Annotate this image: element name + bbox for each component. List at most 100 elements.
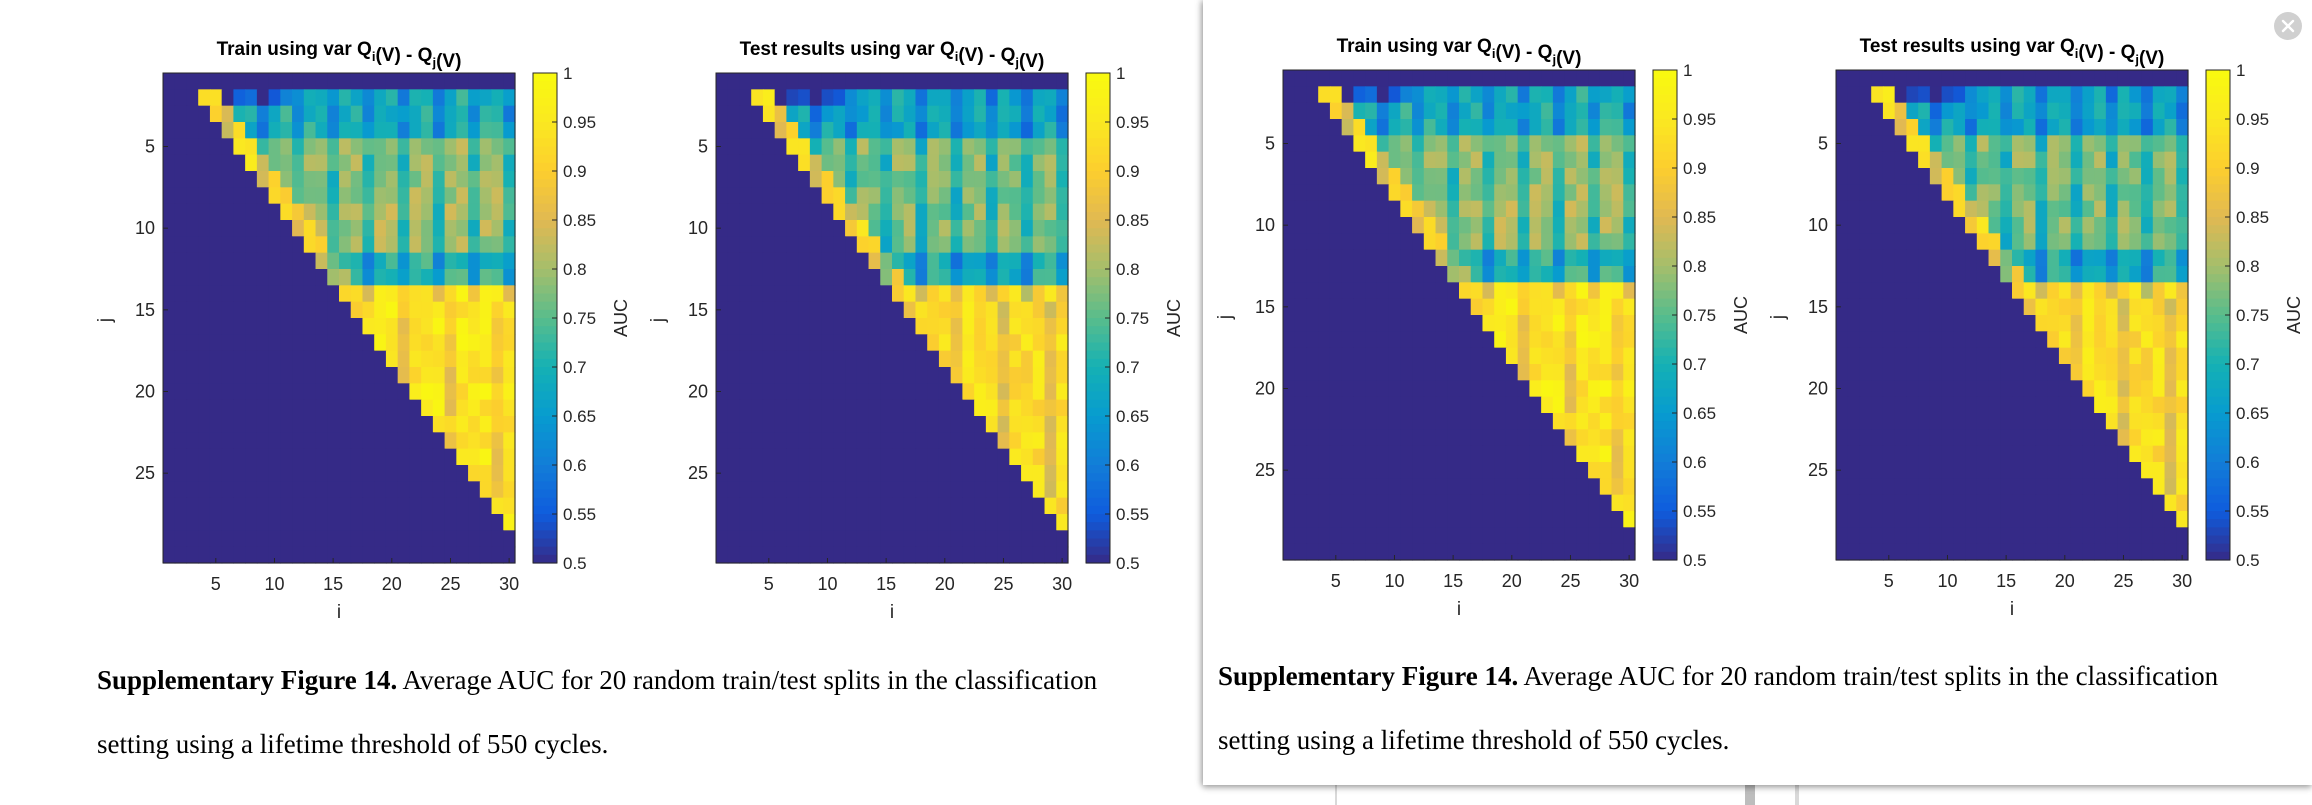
heatmap-cell [1599, 511, 1613, 528]
heatmap-cell [1447, 315, 1460, 332]
heatmap-cell [845, 432, 858, 450]
colorbar-segment [1086, 342, 1110, 352]
heatmap-cell [2129, 70, 2142, 87]
x-tick-label: 30 [1619, 571, 1639, 591]
heatmap-cell [1009, 187, 1022, 205]
heatmap-cell [892, 122, 905, 139]
heatmap-cell [985, 269, 999, 286]
heatmap-cell [2070, 200, 2083, 218]
heatmap-cell [1552, 151, 1566, 169]
heatmap-cell [456, 269, 469, 286]
heatmap-cell [1032, 497, 1046, 515]
heatmap-cell [1611, 331, 1624, 349]
heatmap-cell [468, 514, 481, 531]
heatmap-cell [786, 171, 799, 188]
heatmap-cell [1894, 184, 1907, 202]
heatmap-cell [1941, 282, 1954, 300]
heatmap-cell [739, 269, 752, 286]
heatmap-cell [1588, 86, 1601, 104]
heatmap-cell [798, 105, 811, 123]
heatmap-cell [1318, 396, 1331, 414]
heatmap-cell [2094, 135, 2107, 153]
heatmap-cell [1965, 298, 1978, 316]
heatmap-cell [1988, 347, 2001, 365]
heatmap-cell [2117, 445, 2130, 463]
heatmap-cell [1021, 138, 1034, 156]
heatmap-cell [727, 301, 741, 319]
heatmap-cell [1412, 331, 1425, 349]
colorbar-label: AUC [611, 299, 631, 337]
heatmap-cell [1882, 119, 1896, 136]
close-button[interactable] [2274, 12, 2302, 40]
heatmap-cell [268, 89, 281, 107]
heatmap-cell [880, 301, 893, 319]
heatmap-cell [468, 481, 481, 499]
heatmap-cell [809, 350, 823, 368]
heatmap-cell [1482, 86, 1495, 104]
heatmap-cell [1953, 315, 1966, 332]
heatmap-cell [1423, 298, 1437, 316]
heatmap-cell [1294, 364, 1308, 381]
heatmap-cell [1341, 298, 1354, 316]
heatmap-cell [2023, 233, 2037, 251]
heatmap-cell [1388, 298, 1401, 316]
heatmap-cell [762, 546, 776, 564]
heatmap-cell [856, 514, 870, 531]
heatmap-cell [268, 399, 281, 417]
heatmap-cell [2129, 413, 2142, 430]
heatmap-cell [2035, 86, 2048, 104]
heatmap-cell [1623, 282, 1636, 300]
heatmap-cell [1400, 380, 1413, 398]
heatmap-cell [1552, 282, 1566, 300]
heatmap-cell [1365, 298, 1378, 316]
heatmap-cell [1318, 429, 1331, 447]
heatmap-cell [1541, 200, 1554, 218]
heatmap-cell [2094, 70, 2107, 87]
heatmap-cell [2023, 249, 2037, 267]
y-tick-label: 15 [1255, 297, 1275, 317]
heatmap-cell [2152, 331, 2166, 349]
heatmap-cell [2152, 70, 2166, 87]
heatmap-cell [997, 252, 1010, 270]
heatmap-cell [2129, 396, 2142, 414]
heatmap-cell [1009, 334, 1022, 352]
heatmap-cell [409, 367, 422, 384]
heatmap-cell [1505, 298, 1519, 316]
heatmap-cell [2141, 380, 2154, 398]
heatmap-cell [421, 122, 434, 139]
heatmap-cell [2117, 364, 2130, 381]
heatmap-cell [1329, 298, 1343, 316]
heatmap-cell [1482, 380, 1495, 398]
colorbar-segment [1653, 176, 1677, 185]
heatmap-cell [727, 73, 741, 90]
heatmap-cell [2058, 511, 2072, 528]
heatmap-cell [1906, 102, 1919, 120]
heatmap-cell [1611, 543, 1624, 561]
heatmap-cell [751, 432, 764, 450]
plot-title: Train using var Qi(V) - Qj(V) [1337, 36, 1582, 69]
heatmap-cell [2129, 200, 2142, 218]
heatmap-cell [174, 301, 188, 319]
heatmap-cell [762, 89, 776, 107]
heatmap-cell [1400, 266, 1413, 283]
heatmap-cell [2152, 494, 2166, 512]
heatmap-cell [915, 252, 928, 270]
heatmap-cell [2082, 413, 2095, 430]
heatmap-cell [1056, 530, 1069, 548]
heatmap-cell [280, 301, 293, 319]
heatmap-cell [2047, 282, 2060, 300]
heatmap-cell [798, 220, 811, 237]
heatmap-cell [315, 154, 328, 172]
heatmap-cell [1447, 233, 1460, 251]
heatmap-cell [1859, 478, 1872, 496]
heatmap-cells [716, 73, 1069, 564]
heatmap-cell [985, 187, 999, 205]
colorbar-segment [1086, 236, 1110, 246]
heatmap-cell [1412, 315, 1425, 332]
heatmap-cell [1623, 200, 1636, 218]
heatmap-cell [2129, 86, 2142, 104]
heatmap-cells [163, 73, 516, 564]
heatmap-cell [2070, 511, 2083, 528]
heatmap-cell [1341, 462, 1354, 479]
heatmap-cell [362, 334, 375, 352]
